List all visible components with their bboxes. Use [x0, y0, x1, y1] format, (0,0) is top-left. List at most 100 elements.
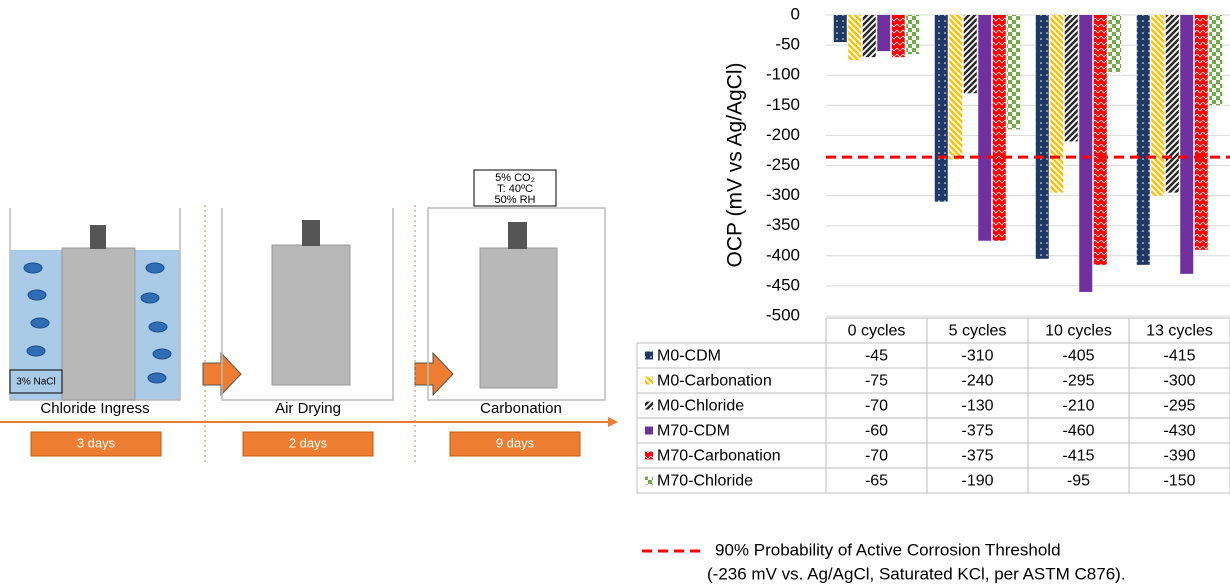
bar — [1093, 15, 1107, 265]
ion — [30, 317, 50, 329]
ion — [145, 262, 165, 274]
conditions-box — [473, 169, 557, 207]
specimen-cap — [90, 225, 106, 249]
condition: 5% CO₂ — [495, 172, 535, 184]
y-tick-label: 0 — [791, 4, 800, 23]
table-value: -65 — [865, 473, 888, 490]
table-value: -150 — [1163, 473, 1195, 490]
table-value: -45 — [865, 348, 888, 365]
x-tick-label: 0 cycles — [848, 323, 906, 340]
legend-label: M70-Chloride — [657, 473, 753, 490]
legend-label: M0-CDM — [657, 348, 721, 365]
arrow — [414, 351, 454, 397]
process-diagram: 3% NaCl Chloride Ingress Air Drying 5% C… — [0, 169, 618, 462]
table-value: -210 — [1062, 398, 1094, 415]
bar — [1209, 15, 1223, 106]
y-tick-label: -100 — [766, 65, 800, 84]
bar — [1194, 15, 1208, 250]
ion — [140, 292, 160, 304]
table-value: -375 — [961, 448, 993, 465]
table-value: -60 — [865, 423, 888, 440]
bar — [1136, 15, 1150, 265]
table-value: -405 — [1062, 348, 1094, 365]
threshold-note: (-236 mV vs. Ag/AgCl, Saturated KCl, per… — [707, 564, 1126, 583]
stage-label: Carbonation — [480, 400, 562, 417]
x-tick-label: 5 cycles — [949, 323, 1007, 340]
bar — [891, 15, 905, 58]
chamber — [427, 207, 606, 401]
ion — [152, 348, 172, 360]
table-value: -240 — [961, 373, 993, 390]
y-tick-label: -300 — [766, 185, 800, 204]
bar — [1180, 15, 1194, 274]
bar — [1050, 15, 1064, 193]
timeline-arrowhead — [608, 417, 618, 427]
bar — [949, 15, 963, 160]
table-value: -390 — [1163, 448, 1195, 465]
legend-key — [645, 401, 653, 410]
legend-key — [645, 451, 653, 460]
legend-key — [645, 426, 653, 435]
y-tick-label: -50 — [775, 35, 800, 54]
condition: 50% RH — [495, 194, 536, 206]
bar — [934, 15, 948, 202]
bar — [1165, 15, 1179, 193]
duration-box — [449, 431, 581, 457]
y-tick-label: -450 — [766, 275, 800, 294]
table-value: -415 — [1163, 348, 1195, 365]
bar — [848, 15, 862, 61]
specimen-cap — [302, 220, 320, 246]
y-tick-label: -500 — [766, 305, 800, 324]
stage-label: Chloride Ingress — [40, 400, 149, 417]
y-tick-label: -350 — [766, 215, 800, 234]
bar — [1007, 15, 1021, 130]
table-value: -295 — [1062, 373, 1094, 390]
table-value: -190 — [961, 473, 993, 490]
y-axis-title: OCP (mV vs Ag/AgCl) — [724, 63, 747, 268]
legend-key — [645, 376, 653, 385]
bar — [1108, 15, 1122, 73]
ion — [27, 289, 47, 301]
specimen — [61, 247, 136, 401]
duration-label: 3 days — [77, 435, 116, 450]
x-tick-label: 10 cycles — [1045, 323, 1112, 340]
specimen-cap — [508, 222, 527, 249]
chart: 0 -50 -100 -150 -200 -250 -300 -350 -400 -450 -500… — [636, 4, 1230, 553]
duration-box — [242, 431, 374, 457]
y-tick-label: -400 — [766, 245, 800, 264]
bar — [1035, 15, 1049, 259]
bar — [862, 15, 876, 58]
legend-key — [645, 351, 653, 360]
table-value: -430 — [1163, 423, 1195, 440]
table-value: -295 — [1163, 398, 1195, 415]
ion — [26, 345, 46, 357]
table-value: -310 — [961, 348, 993, 365]
duration-box — [30, 431, 162, 457]
ion — [148, 321, 168, 333]
legend-label: M70-Carbonation — [657, 448, 781, 465]
container — [221, 208, 394, 401]
table-value: -75 — [865, 373, 888, 390]
bar — [992, 15, 1006, 241]
bar — [877, 15, 891, 52]
table-value: -95 — [1067, 473, 1090, 490]
legend-label: M0-Chloride — [657, 398, 744, 415]
table-value: -70 — [865, 398, 888, 415]
legend-label: M0-Carbonation — [657, 373, 772, 390]
ion — [23, 262, 43, 274]
bar — [906, 15, 920, 55]
solution-label: 3% NaCl — [16, 377, 55, 388]
bar — [833, 15, 847, 43]
table-value: -375 — [961, 423, 993, 440]
duration-label: 2 days — [289, 435, 328, 450]
x-tick-label: 13 cycles — [1146, 323, 1213, 340]
specimen — [271, 244, 351, 386]
table-value: -415 — [1062, 448, 1094, 465]
ion — [147, 372, 167, 384]
solution-box — [9, 369, 63, 394]
bar — [963, 15, 977, 94]
y-tick-label: -200 — [766, 125, 800, 144]
duration-label: 9 days — [496, 435, 535, 450]
y-tick-label: -250 — [766, 155, 800, 174]
